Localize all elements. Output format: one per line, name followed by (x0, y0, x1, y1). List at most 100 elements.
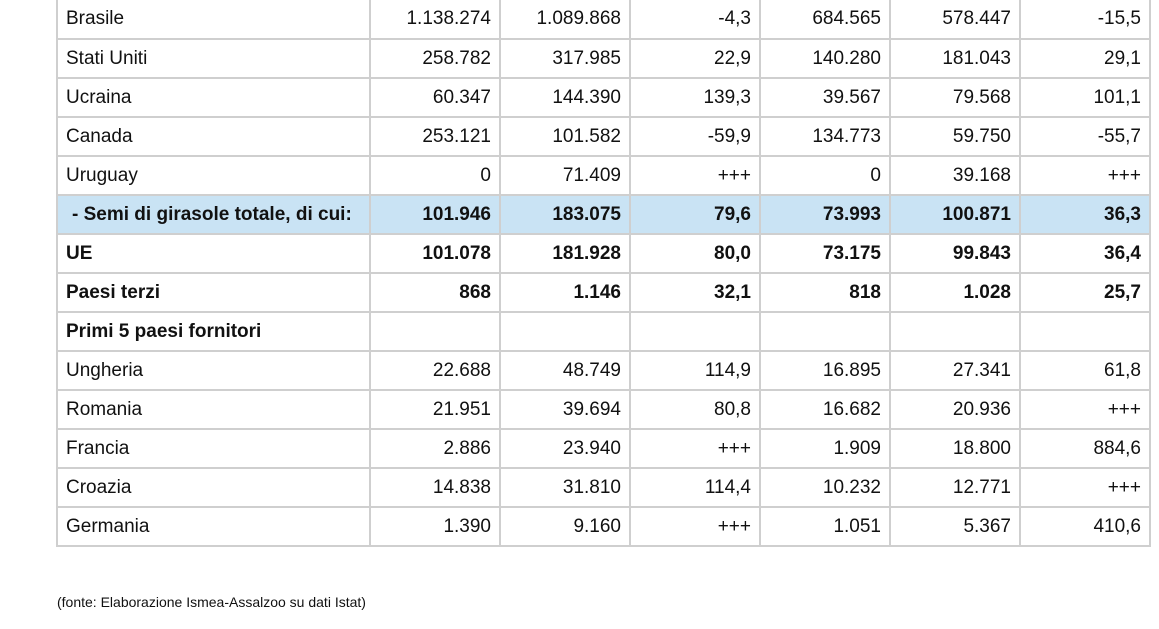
table-cell: +++ (630, 156, 761, 196)
table-cell: 73.993 (760, 195, 891, 235)
table-row: Ungheria 22.688 48.749 114,9 16.895 27.341 61,… (56, 351, 1151, 391)
table-cell: +++ (630, 429, 761, 469)
table-cell: 181.928 (500, 234, 631, 274)
table-row: Croazia 14.838 31.810 114,4 10.232 12.771 +++ (56, 468, 1151, 508)
table-cell: 114,4 (630, 468, 761, 508)
table-cell: +++ (630, 507, 761, 547)
table-cell: 1.028 (890, 273, 1021, 313)
table-cell: 22.688 (370, 351, 501, 391)
table-cell: 39.168 (890, 156, 1021, 196)
table-cell: 79.568 (890, 78, 1021, 118)
table-cell: 73.175 (760, 234, 891, 274)
table-cell: 101.582 (500, 117, 631, 157)
table-cell: 27.341 (890, 351, 1021, 391)
table-cell: 100.871 (890, 195, 1021, 235)
table-cell: 14.838 (370, 468, 501, 508)
table-cell: 9.160 (500, 507, 631, 547)
table-cell: 181.043 (890, 39, 1021, 79)
table-cell: 410,6 (1020, 507, 1151, 547)
table-cell: -4,3 (630, 0, 761, 40)
table-cell: 0 (760, 156, 891, 196)
row-label: Francia (56, 429, 371, 469)
table-cell (890, 312, 1021, 352)
table-row: Ucraina 60.347 144.390 139,3 39.567 79.568 101… (56, 78, 1151, 118)
table-cell: 1.138.274 (370, 0, 501, 40)
row-label: Paesi terzi (56, 273, 371, 313)
table-cell: 868 (370, 273, 501, 313)
data-table-container: Brasile 1.138.274 1.089.868 -4,3 684.565 578.… (56, 0, 1151, 547)
source-note: (fonte: Elaborazione Ismea-Assalzoo su d… (57, 594, 366, 610)
table-row: Paesi terzi 868 1.146 32,1 818 1.028 25,7 (56, 273, 1151, 313)
import-table: Brasile 1.138.274 1.089.868 -4,3 684.565 578.… (56, 0, 1151, 547)
table-row: Romania 21.951 39.694 80,8 16.682 20.936 +++ (56, 390, 1151, 430)
table-cell: 80,8 (630, 390, 761, 430)
table-cell: 36,4 (1020, 234, 1151, 274)
table-cell: -55,7 (1020, 117, 1151, 157)
row-label: Brasile (56, 0, 371, 40)
table-row: Uruguay 0 71.409 +++ 0 39.168 +++ (56, 156, 1151, 196)
table-cell: 1.051 (760, 507, 891, 547)
table-cell: 12.771 (890, 468, 1021, 508)
table-cell: 16.895 (760, 351, 891, 391)
table-cell: 20.936 (890, 390, 1021, 430)
row-label: Uruguay (56, 156, 371, 196)
table-cell: 10.232 (760, 468, 891, 508)
row-label: Ungheria (56, 351, 371, 391)
table-cell (500, 312, 631, 352)
table-cell: 317.985 (500, 39, 631, 79)
table-cell: 114,9 (630, 351, 761, 391)
table-row: Germania 1.390 9.160 +++ 1.051 5.367 410,6 (56, 507, 1151, 547)
table-cell: 578.447 (890, 0, 1021, 40)
row-label: Germania (56, 507, 371, 547)
table-cell: 48.749 (500, 351, 631, 391)
table-cell: 61,8 (1020, 351, 1151, 391)
table-cell: 16.682 (760, 390, 891, 430)
row-label: UE (56, 234, 371, 274)
row-label: Romania (56, 390, 371, 430)
table-cell: 79,6 (630, 195, 761, 235)
table-cell: 1.390 (370, 507, 501, 547)
table-cell: 183.075 (500, 195, 631, 235)
table-row: Canada 253.121 101.582 -59,9 134.773 59.750 -5… (56, 117, 1151, 157)
table-cell: 71.409 (500, 156, 631, 196)
table-cell: 22,9 (630, 39, 761, 79)
row-label: Ucraina (56, 78, 371, 118)
table-cell: 80,0 (630, 234, 761, 274)
table-cell: 253.121 (370, 117, 501, 157)
table-cell: 1.909 (760, 429, 891, 469)
table-cell: 23.940 (500, 429, 631, 469)
table-cell: 1.146 (500, 273, 631, 313)
table-row: Stati Uniti 258.782 317.985 22,9 140.280 181.… (56, 39, 1151, 79)
table-cell (760, 312, 891, 352)
row-label: - Semi di girasole totale, di cui: (56, 195, 371, 235)
table-cell: 884,6 (1020, 429, 1151, 469)
table-cell: 99.843 (890, 234, 1021, 274)
table-cell: 21.951 (370, 390, 501, 430)
table-cell: 139,3 (630, 78, 761, 118)
table-cell: 39.567 (760, 78, 891, 118)
table-cell: 39.694 (500, 390, 631, 430)
table-row: Brasile 1.138.274 1.089.868 -4,3 684.565 578.… (56, 0, 1151, 40)
table-cell: +++ (1020, 468, 1151, 508)
table-cell: 1.089.868 (500, 0, 631, 40)
table-body: Brasile 1.138.274 1.089.868 -4,3 684.565 578.… (56, 0, 1151, 547)
table-row: - Semi di girasole totale, di cui: 101.94… (56, 195, 1151, 235)
table-cell: 0 (370, 156, 501, 196)
table-cell: 59.750 (890, 117, 1021, 157)
table-cell: 818 (760, 273, 891, 313)
table-row: UE 101.078 181.928 80,0 73.175 99.843 36,4 (56, 234, 1151, 274)
table-cell (1020, 312, 1151, 352)
row-label: Stati Uniti (56, 39, 371, 79)
table-cell: 101.078 (370, 234, 501, 274)
table-cell: 684.565 (760, 0, 891, 40)
table-cell: 5.367 (890, 507, 1021, 547)
table-cell: 31.810 (500, 468, 631, 508)
table-cell: +++ (1020, 390, 1151, 430)
table-cell: 32,1 (630, 273, 761, 313)
row-label: Primi 5 paesi fornitori (56, 312, 371, 352)
table-cell: +++ (1020, 156, 1151, 196)
table-cell: 144.390 (500, 78, 631, 118)
table-cell: 101,1 (1020, 78, 1151, 118)
table-cell: 101.946 (370, 195, 501, 235)
table-cell: 60.347 (370, 78, 501, 118)
